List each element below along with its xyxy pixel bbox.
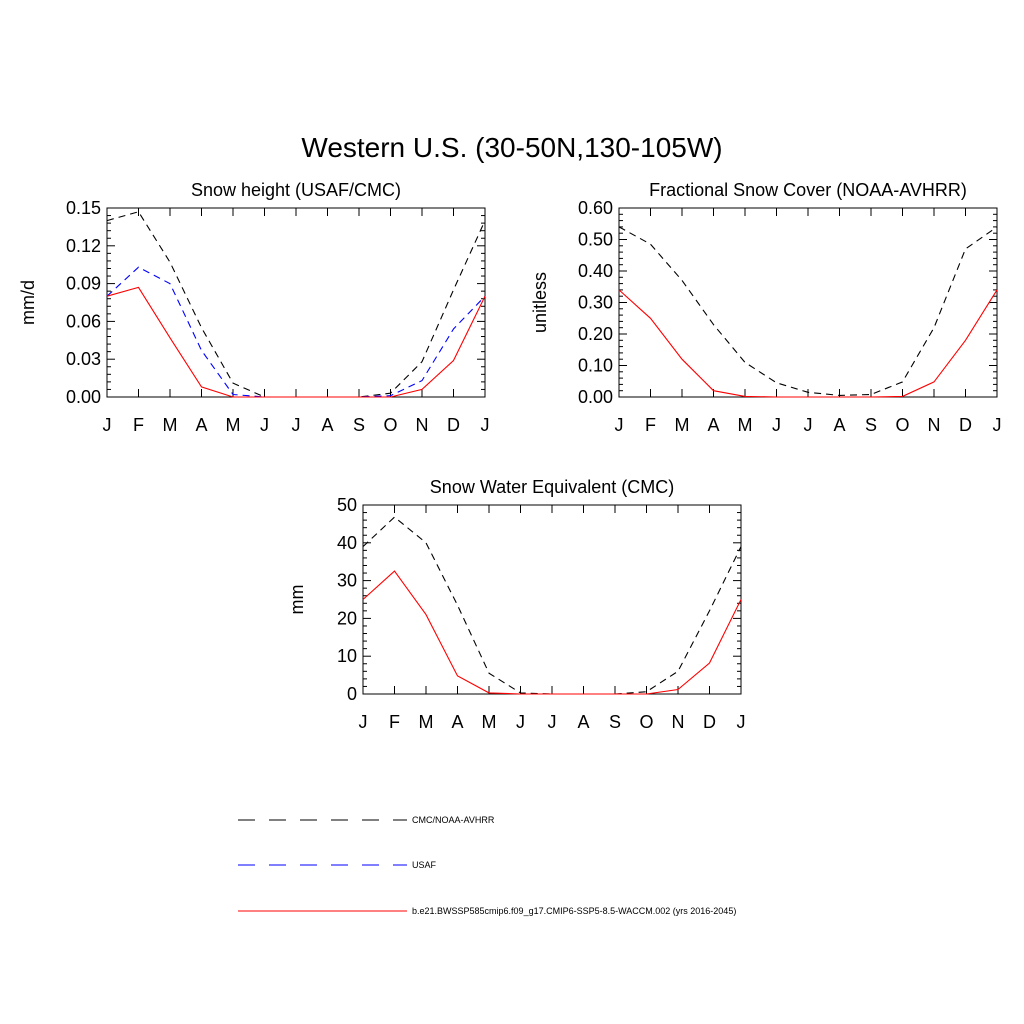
- x-tick-label: J: [516, 712, 525, 732]
- plot-frame: [106, 207, 486, 398]
- y-tick-label: 30: [337, 571, 357, 591]
- x-tick-label: F: [645, 415, 656, 435]
- x-tick-label: F: [389, 712, 400, 732]
- y-tick-label: 0.12: [66, 236, 101, 256]
- plot-frame: [362, 504, 742, 695]
- y-tick-label: 0.10: [578, 356, 613, 376]
- x-tick-label: M: [675, 415, 690, 435]
- x-tick-label: J: [260, 415, 269, 435]
- y-tick-label: 0.60: [578, 198, 613, 218]
- panel-title: Snow height (USAF/CMC): [191, 180, 401, 200]
- x-tick-label: J: [772, 415, 781, 435]
- x-tick-label: A: [321, 415, 333, 435]
- legend: CMC/NOAA-AVHRR USAF b.e21.BWSSP585cmip6.f0…: [238, 815, 736, 916]
- legend-label: b.e21.BWSSP585cmip6.f09_g17.CMIP6-SSP5-8…: [412, 906, 736, 916]
- y-axis-label: mm/d: [18, 280, 38, 325]
- x-tick-label: J: [615, 415, 624, 435]
- x-tick-label: N: [416, 415, 429, 435]
- x-tick-label: O: [895, 415, 909, 435]
- x-tick-label: J: [481, 415, 490, 435]
- y-tick-label: 0.09: [66, 274, 101, 294]
- chart-panel-3: Snow Water Equivalent (CMC)J F M A M J J A S O N D J…: [287, 477, 746, 732]
- plot-frame: [618, 207, 998, 398]
- y-axis-label: mm: [287, 585, 307, 615]
- legend-label: CMC/NOAA-AVHRR: [412, 815, 495, 825]
- x-tick-label: A: [195, 415, 207, 435]
- x-tick-label: J: [292, 415, 301, 435]
- y-tick-label: 0.40: [578, 261, 613, 281]
- x-tick-label: A: [833, 415, 845, 435]
- x-tick-label: J: [548, 712, 557, 732]
- x-tick-label: J: [804, 415, 813, 435]
- x-tick-label: J: [993, 415, 1002, 435]
- series-line-obs: [106, 211, 486, 398]
- y-tick-label: 0.00: [66, 387, 101, 407]
- x-tick-label: O: [639, 712, 653, 732]
- x-tick-label: M: [419, 712, 434, 732]
- x-tick-label: J: [737, 712, 746, 732]
- x-tick-label: D: [447, 415, 460, 435]
- x-tick-label: J: [359, 712, 368, 732]
- series-line-usaf: [106, 266, 486, 398]
- y-tick-label: 20: [337, 608, 357, 628]
- panel-title: Snow Water Equivalent (CMC): [430, 477, 674, 497]
- y-tick-label: 0.00: [578, 387, 613, 407]
- y-tick-label: 0.20: [578, 324, 613, 344]
- y-tick-label: 0.15: [66, 198, 101, 218]
- x-tick-label: A: [577, 712, 589, 732]
- x-tick-label: F: [133, 415, 144, 435]
- x-tick-label: M: [738, 415, 753, 435]
- x-tick-label: D: [959, 415, 972, 435]
- x-tick-label: A: [451, 712, 463, 732]
- y-tick-label: 40: [337, 533, 357, 553]
- legend-label: USAF: [412, 860, 437, 870]
- y-tick-label: 50: [337, 495, 357, 515]
- x-tick-label: S: [865, 415, 877, 435]
- chart-panel-2: Fractional Snow Cover (NOAA-AVHRR)J F M A M J…: [530, 180, 1002, 435]
- y-tick-label: 0.06: [66, 311, 101, 331]
- chart-panel-1: Snow height (USAF/CMC)J F M A M J J A S O N D J0.000…: [18, 180, 490, 435]
- x-tick-label: A: [707, 415, 719, 435]
- x-tick-label: M: [163, 415, 178, 435]
- x-tick-label: J: [103, 415, 112, 435]
- series-line-obs: [618, 226, 998, 396]
- x-tick-label: M: [482, 712, 497, 732]
- y-axis-label: unitless: [530, 272, 550, 333]
- series-line-model: [618, 289, 998, 398]
- panel-title: Fractional Snow Cover (NOAA-AVHRR): [649, 180, 967, 200]
- y-tick-label: 0.30: [578, 293, 613, 313]
- series-line-model: [362, 570, 742, 695]
- x-tick-label: N: [928, 415, 941, 435]
- y-tick-label: 0.03: [66, 349, 101, 369]
- x-tick-label: N: [672, 712, 685, 732]
- series-line-model: [106, 286, 486, 398]
- x-tick-label: S: [353, 415, 365, 435]
- x-tick-label: D: [703, 712, 716, 732]
- y-tick-label: 0.50: [578, 230, 613, 250]
- x-tick-label: O: [383, 415, 397, 435]
- main-title: Western U.S. (30-50N,130-105W): [301, 132, 722, 163]
- y-tick-label: 10: [337, 646, 357, 666]
- x-tick-label: S: [609, 712, 621, 732]
- y-tick-label: 0: [347, 684, 357, 704]
- x-tick-label: M: [226, 415, 241, 435]
